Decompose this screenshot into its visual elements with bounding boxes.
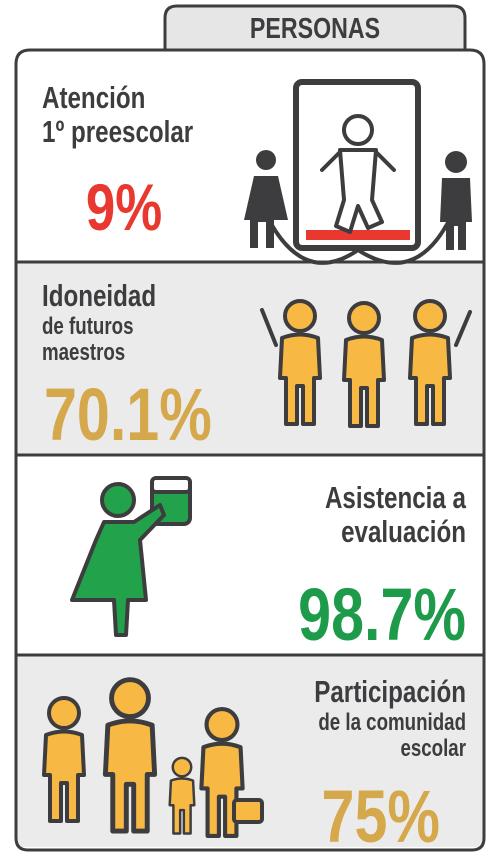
tab-title: PERSONAS (250, 11, 380, 44)
icon-preschool (244, 82, 472, 263)
page: {"header": {"title": "PERSONAS"}, "secti… (0, 0, 498, 858)
label: Atención (42, 80, 145, 115)
label: 1º preescolar (42, 114, 193, 149)
label: escolar (400, 735, 466, 762)
icon-teachers (262, 301, 470, 426)
label: Asistencia a (325, 480, 467, 515)
value: 70.1% (44, 374, 212, 457)
label: de futuros (42, 313, 134, 340)
infographic: PERSONAS (0, 0, 498, 858)
label: evaluación (341, 514, 466, 549)
label: Participación (314, 674, 466, 709)
label: de la comunidad (318, 709, 466, 736)
value: 98.7% (298, 574, 466, 657)
value: 9% (86, 170, 162, 244)
icon-evaluation (72, 478, 190, 635)
label: maestros (42, 339, 125, 366)
label: Idoneidad (42, 278, 156, 313)
value: 75% (322, 776, 440, 858)
tab-title-wrap: PERSONAS (250, 11, 380, 44)
